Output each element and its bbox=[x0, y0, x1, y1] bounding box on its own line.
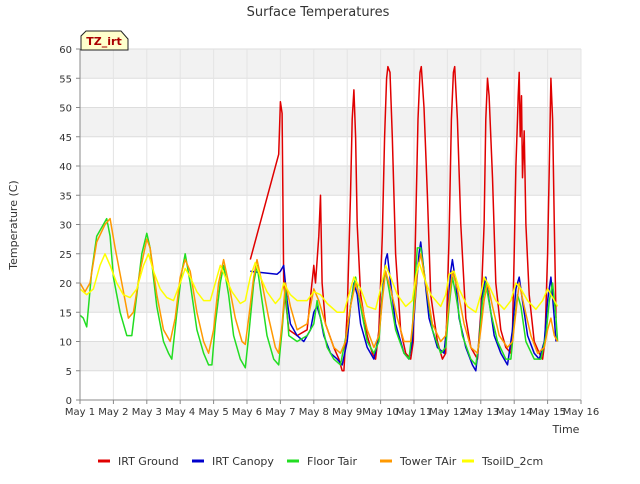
series-line-tsoild-2cm bbox=[79, 253, 559, 314]
x-tick-label: May 14 bbox=[496, 407, 533, 418]
tz-tag: TZ_irt bbox=[80, 30, 129, 51]
x-tick-label: May 15 bbox=[529, 407, 566, 418]
y-tick-label: 0 bbox=[66, 396, 72, 407]
x-tick-label: May 3 bbox=[132, 407, 162, 418]
series-layer bbox=[79, 65, 559, 372]
legend-label: Tower TAir bbox=[399, 455, 457, 468]
y-tick-label: 10 bbox=[59, 338, 72, 349]
y-tick-label: 35 bbox=[59, 191, 72, 202]
y-tick-label: 60 bbox=[59, 45, 72, 56]
x-tick-labels: May 1 May 2 May 3 May 4 May 5 May 6 May 7 May 8… bbox=[65, 400, 599, 418]
legend-label: IRT Canopy bbox=[212, 455, 274, 468]
x-tick-label: May 11 bbox=[396, 407, 433, 418]
x-tick-label: May 12 bbox=[429, 407, 466, 418]
x-tick-label: May 6 bbox=[232, 407, 262, 418]
x-tick-label: May 9 bbox=[332, 407, 362, 418]
tz-tag-label: TZ_irt bbox=[86, 35, 121, 48]
x-axis-label: Time bbox=[552, 423, 580, 436]
chart-title: Surface Temperatures bbox=[247, 5, 390, 20]
tz-tag-box bbox=[80, 30, 129, 51]
y-tick-label: 55 bbox=[59, 74, 72, 85]
x-tick-label: May 7 bbox=[265, 407, 295, 418]
y-tick-label: 30 bbox=[59, 221, 72, 232]
legend-label: TsoilD_2cm bbox=[481, 455, 543, 468]
y-tick-label: 40 bbox=[59, 162, 72, 173]
grid-band bbox=[80, 166, 581, 196]
x-tick-label: May 5 bbox=[198, 407, 228, 418]
legend-label: Floor Tair bbox=[307, 455, 358, 468]
x-tick-label: May 13 bbox=[463, 407, 500, 418]
x-tick-label: May 1 bbox=[65, 407, 95, 418]
x-tick-label: May 16 bbox=[563, 407, 600, 418]
legend: IRT Ground IRT Canopy Floor Tair Tower TAir… bbox=[98, 455, 543, 468]
y-tick-label: 20 bbox=[59, 279, 72, 290]
y-tick-label: 5 bbox=[66, 367, 72, 378]
y-axis-label: Temperature (C) bbox=[7, 180, 20, 270]
series-line-tower-tair bbox=[79, 217, 559, 354]
y-tick-labels: 0 5 10 15 20 25 30 35 40 45 50 55 60 bbox=[59, 45, 80, 407]
series-line-floor-tair bbox=[79, 217, 559, 369]
y-tick-label: 50 bbox=[59, 104, 72, 115]
grid-band bbox=[80, 49, 581, 79]
x-tick-label: May 4 bbox=[165, 407, 195, 418]
x-tick-label: May 10 bbox=[362, 407, 399, 418]
x-tick-label: May 8 bbox=[299, 407, 329, 418]
y-tick-label: 25 bbox=[59, 250, 72, 261]
y-tick-label: 45 bbox=[59, 133, 72, 144]
legend-label: IRT Ground bbox=[118, 455, 179, 468]
x-tick-label: May 2 bbox=[98, 407, 128, 418]
grid-band bbox=[80, 107, 581, 137]
grid-band bbox=[80, 224, 581, 254]
series-line-irt-ground bbox=[249, 65, 557, 372]
y-tick-label: 15 bbox=[59, 308, 72, 319]
